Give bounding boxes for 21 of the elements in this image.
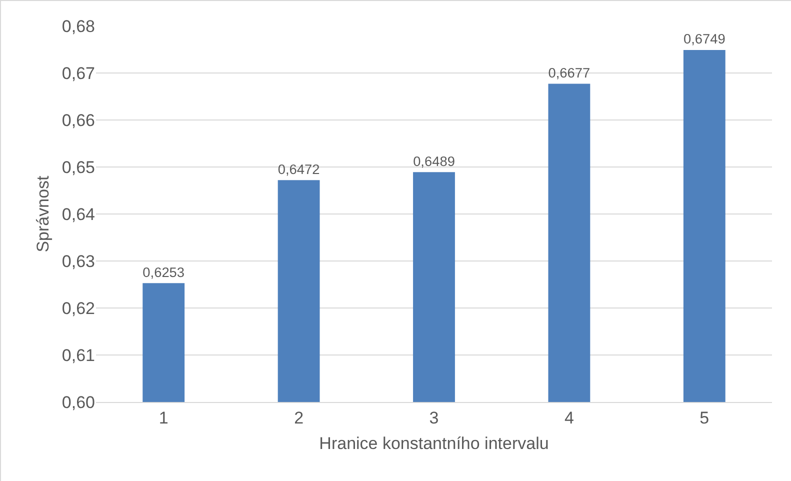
data-label: 0,6489 — [413, 154, 455, 169]
y-tick-label: 0,64 — [62, 204, 95, 224]
y-tick-label: 0,68 — [62, 16, 95, 36]
y-tick-label: 0,63 — [62, 252, 95, 271]
x-tick-label: 5 — [700, 408, 710, 428]
x-tick-label: 1 — [158, 408, 168, 428]
y-tick-label: 0,62 — [62, 298, 95, 318]
y-tick-label: 0,66 — [62, 110, 95, 130]
y-tick-label: 0,65 — [62, 158, 95, 177]
y-tick-label: 0,60 — [62, 392, 95, 412]
y-tick-label: 0,61 — [62, 346, 95, 365]
x-tick-label: 3 — [429, 408, 439, 428]
data-label: 0,6749 — [683, 32, 726, 47]
data-label: 0,6253 — [142, 264, 185, 280]
x-axis-title: Hranice konstantního intervalu — [319, 434, 549, 453]
x-tick-label: 4 — [564, 408, 574, 428]
y-axis-title: Správnost — [33, 175, 52, 252]
x-tick-label: 2 — [294, 408, 304, 428]
data-label: 0,6677 — [548, 66, 590, 81]
data-label: 0,6472 — [278, 162, 320, 177]
y-tick-label: 0,67 — [62, 64, 95, 83]
